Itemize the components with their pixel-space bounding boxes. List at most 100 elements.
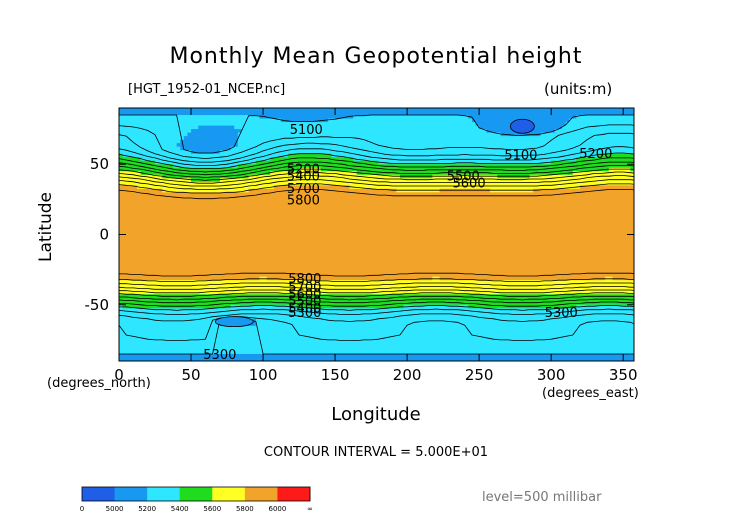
field-cell (119, 160, 156, 165)
field-cell (551, 160, 634, 165)
colorbar-label: 5800 (236, 505, 254, 513)
field-cell (237, 164, 634, 169)
field-cell (119, 143, 178, 148)
contour-label: 5600 (453, 176, 486, 191)
contour-line (119, 305, 634, 311)
field-cell (270, 171, 358, 176)
contour-line (119, 289, 634, 294)
x-tick-label: 250 (465, 366, 494, 384)
field-cell (266, 276, 433, 281)
contour-line (119, 175, 634, 187)
field-cell (576, 304, 634, 309)
colorbar-label: 5400 (171, 505, 189, 513)
y-tick-label: 50 (90, 155, 109, 173)
field-cell (119, 125, 199, 130)
field-cell (119, 297, 634, 302)
field-cell (119, 343, 634, 348)
x-unit-label: (degrees_east) (542, 386, 639, 401)
field-cell (356, 171, 574, 176)
field-cell (597, 153, 634, 158)
field-cell (255, 322, 634, 327)
x-axis-label: Longitude (331, 404, 421, 425)
field-cell (119, 174, 163, 179)
field-cell (191, 150, 221, 155)
field-cell (234, 125, 480, 130)
field-cell (119, 153, 124, 158)
colorbar-segment (179, 487, 213, 501)
contour-label: 5400 (287, 169, 320, 184)
field-cell (119, 188, 163, 193)
field-cell (183, 136, 239, 141)
contour-label: 5500 (447, 169, 480, 184)
height-field (119, 108, 634, 361)
contour-line (119, 278, 634, 282)
field-cell (540, 132, 634, 137)
contour-line (119, 152, 634, 169)
field-cell (119, 259, 634, 264)
field-cell (155, 160, 257, 165)
contour-line (119, 171, 634, 184)
field-cell (191, 129, 243, 134)
field-cell (119, 108, 634, 113)
contour-line (119, 124, 634, 160)
contour-line (119, 313, 634, 323)
low-contour (214, 316, 254, 328)
field-cell (119, 353, 634, 359)
contour-label: 5500 (288, 295, 321, 310)
field-cell (173, 164, 239, 169)
field-cell (119, 206, 634, 211)
contour-label: 5700 (288, 281, 321, 296)
field-cell (230, 304, 297, 309)
contour-line (119, 301, 634, 307)
field-cell (237, 139, 634, 144)
colorbar-label: 5000 (106, 505, 124, 513)
field-cell (119, 346, 634, 352)
field-cell (119, 308, 634, 313)
field-cell (119, 245, 634, 250)
field-cell (119, 216, 634, 222)
field-cell (576, 115, 634, 120)
low-contour (509, 118, 535, 134)
field-cell (396, 188, 441, 193)
y-tick-label: 0 (99, 226, 109, 244)
colorbar-segment (244, 487, 278, 501)
contour-label: 5100 (290, 123, 323, 138)
field-cell (119, 129, 192, 134)
field-cell (176, 143, 239, 148)
contour-label: 5300 (288, 306, 321, 321)
field-cell (119, 171, 142, 176)
field-cell (119, 350, 634, 355)
field-cell (569, 118, 634, 123)
field-cell (489, 188, 534, 193)
field-cell (119, 234, 634, 239)
field-cell (259, 115, 354, 120)
field-cell (119, 332, 634, 338)
field-cell (241, 129, 487, 134)
field-cell (119, 178, 192, 183)
field-cell (353, 115, 469, 120)
contour-line (119, 146, 634, 166)
field-cell (119, 322, 221, 327)
field-cell (119, 185, 138, 190)
field-cell (554, 129, 634, 134)
contour-line (119, 189, 634, 200)
x-tick-label: 200 (393, 366, 422, 384)
field-cell (119, 311, 634, 316)
contour-label: 5200 (287, 162, 320, 177)
field-cell (119, 118, 282, 123)
field-cell (608, 167, 631, 172)
field-cell (119, 241, 634, 246)
contour-label: 5800 (288, 272, 321, 287)
field-cell (119, 181, 634, 186)
colorbar-label: 5200 (138, 505, 156, 513)
field-cell (533, 188, 634, 193)
field-cell (162, 174, 250, 179)
field-cell (299, 167, 322, 172)
file-label: [HGT_1952-01_NCEP.nc] (128, 82, 286, 97)
field-cell (140, 171, 271, 176)
field-cell (630, 167, 634, 172)
field-cell (565, 122, 634, 127)
colorbar-frame (81, 486, 311, 502)
field-cell (119, 266, 634, 271)
level-label: level=500 millibar (482, 490, 602, 505)
